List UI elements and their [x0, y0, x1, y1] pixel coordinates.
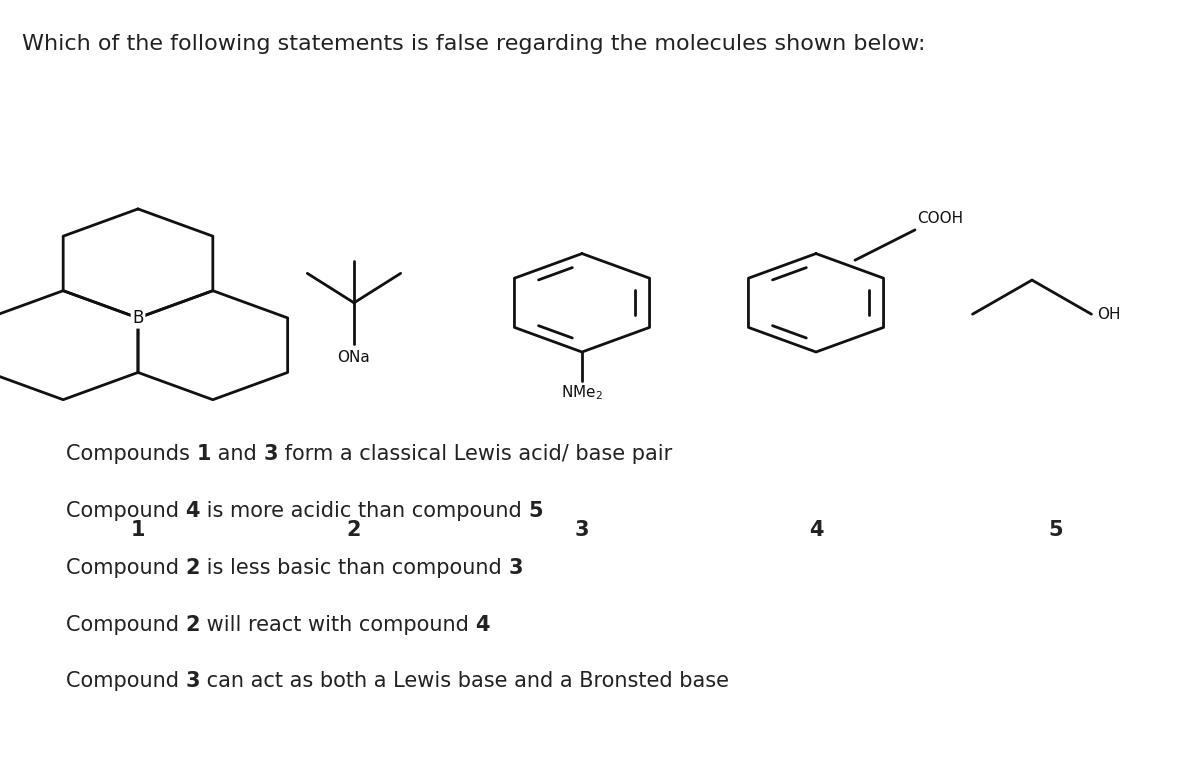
- Text: COOH: COOH: [918, 211, 964, 226]
- Text: and: and: [211, 444, 263, 464]
- Text: Compound: Compound: [66, 558, 186, 578]
- Text: B: B: [132, 309, 144, 327]
- Text: 1: 1: [197, 444, 211, 464]
- Text: form a classical Lewis acid/ base pair: form a classical Lewis acid/ base pair: [278, 444, 672, 464]
- Text: 5: 5: [1049, 520, 1063, 540]
- Text: 4: 4: [186, 501, 200, 521]
- Text: will react with compound: will react with compound: [200, 615, 475, 634]
- Text: 3: 3: [575, 520, 589, 540]
- Text: NMe$_2$: NMe$_2$: [562, 383, 602, 402]
- Text: Which of the following statements is false regarding the molecules shown below:: Which of the following statements is fal…: [22, 34, 925, 54]
- Text: Compounds: Compounds: [66, 444, 197, 464]
- Text: 2: 2: [186, 615, 200, 634]
- Text: 3: 3: [509, 558, 523, 578]
- Text: 2: 2: [186, 558, 200, 578]
- Text: 1: 1: [131, 520, 145, 540]
- Text: OH: OH: [1097, 307, 1121, 322]
- Text: ONa: ONa: [337, 350, 371, 366]
- Text: Compound: Compound: [66, 615, 186, 634]
- Text: is more acidic than compound: is more acidic than compound: [200, 501, 528, 521]
- Text: Compound: Compound: [66, 501, 186, 521]
- Text: 4: 4: [475, 615, 490, 634]
- Text: 2: 2: [347, 520, 361, 540]
- Text: 3: 3: [263, 444, 278, 464]
- Text: Compound: Compound: [66, 671, 186, 691]
- Text: is less basic than compound: is less basic than compound: [200, 558, 509, 578]
- Text: 3: 3: [186, 671, 200, 691]
- Text: can act as both a Lewis base and a Bronsted base: can act as both a Lewis base and a Brons…: [200, 671, 730, 691]
- Text: 4: 4: [809, 520, 823, 540]
- Text: 5: 5: [528, 501, 544, 521]
